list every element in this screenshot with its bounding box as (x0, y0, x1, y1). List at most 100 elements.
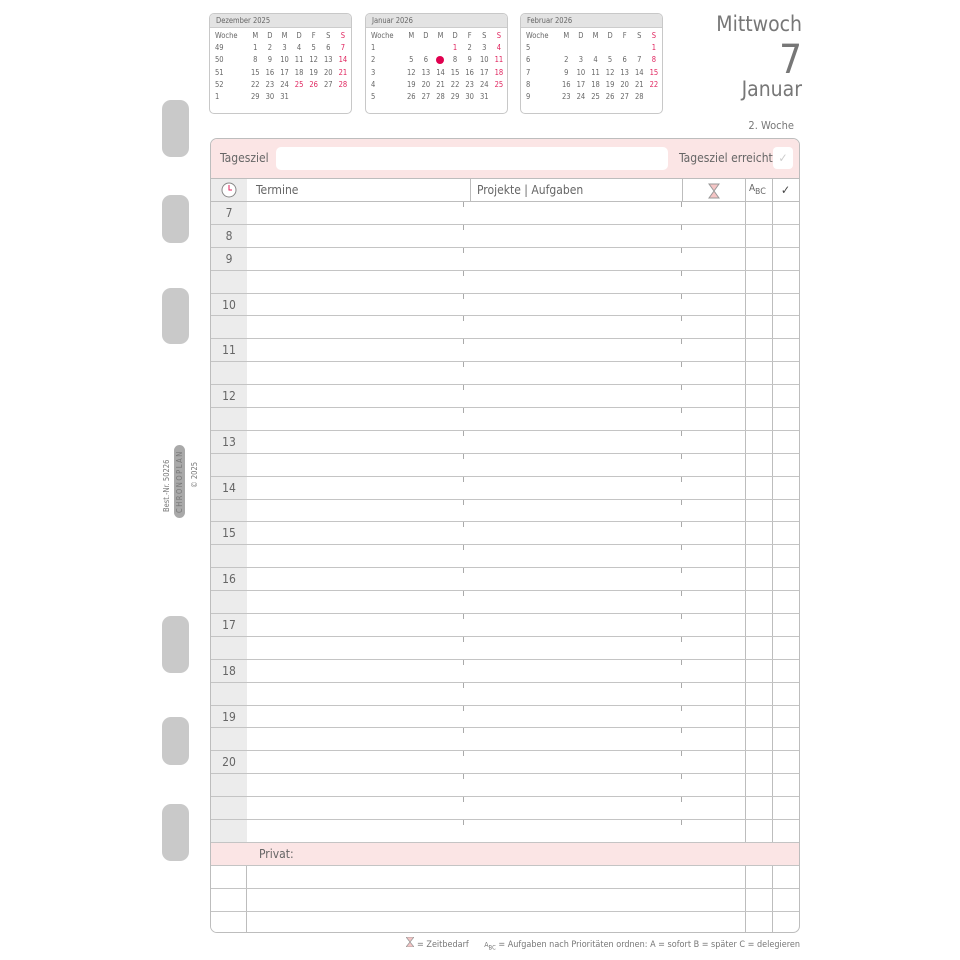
daily-goal-input[interactable] (276, 147, 668, 170)
calendar-day[interactable]: 28 (634, 92, 644, 102)
calendar-day[interactable]: 27 (620, 92, 629, 102)
hour-row[interactable] (211, 820, 799, 843)
calendar-day[interactable]: 9 (564, 67, 569, 77)
calendar-day[interactable]: 27 (421, 92, 431, 102)
calendar-day[interactable]: 5 (607, 55, 613, 65)
calendar-day[interactable]: 31 (280, 92, 289, 102)
calendar-day[interactable]: 20 (421, 79, 431, 89)
calendar-day[interactable]: 26 (605, 92, 615, 102)
calendar-day[interactable]: 13 (620, 67, 629, 77)
calendar-day[interactable]: 21 (436, 79, 445, 89)
calendar-day[interactable]: 20 (620, 79, 629, 89)
calendar-day[interactable]: 5 (409, 55, 414, 65)
calendar-day[interactable]: 11 (591, 67, 600, 77)
calendar-day[interactable]: 17 (576, 79, 586, 89)
hour-row[interactable]: 20 (211, 751, 799, 775)
calendar-day[interactable]: 1 (452, 42, 458, 52)
hour-row[interactable]: 12 (211, 385, 799, 409)
calendar-day[interactable]: 30 (465, 92, 474, 102)
hour-row[interactable]: 14 (211, 476, 799, 500)
calendar-day[interactable]: 10 (280, 55, 289, 65)
calendar-day[interactable]: 24 (479, 79, 489, 89)
calendar-day[interactable]: 6 (326, 42, 331, 52)
hour-row[interactable]: 17 (211, 614, 799, 637)
calendar-day[interactable]: 7 (340, 42, 345, 52)
hour-row[interactable] (211, 362, 799, 386)
calendar-day[interactable]: 3 (482, 42, 487, 52)
calendar-day[interactable]: 8 (452, 55, 458, 65)
calendar-day[interactable]: 14 (634, 67, 644, 77)
hour-row[interactable]: 9 (211, 247, 799, 271)
hour-row[interactable]: 13 (211, 430, 799, 454)
calendar-day[interactable]: 8 (253, 55, 258, 65)
calendar-day[interactable]: 11 (494, 55, 504, 65)
calendar-day[interactable]: 3 (578, 55, 584, 65)
calendar-day[interactable]: 24 (576, 92, 586, 102)
calendar-day[interactable]: 15 (450, 67, 460, 77)
calendar-day[interactable]: 21 (634, 79, 644, 89)
private-line[interactable] (211, 911, 799, 932)
hour-row[interactable]: 11 (211, 339, 799, 363)
calendar-day[interactable]: 21 (338, 67, 348, 77)
calendar-day[interactable]: 23 (562, 92, 571, 102)
hour-row[interactable]: 18 (211, 659, 799, 683)
hour-row[interactable]: 10 (211, 293, 799, 317)
calendar-day[interactable]: 31 (479, 92, 489, 102)
calendar-day[interactable]: 23 (265, 79, 275, 89)
calendar-day[interactable]: 22 (450, 79, 460, 89)
calendar-day[interactable]: 26 (407, 92, 416, 102)
calendar-day[interactable]: 2 (467, 42, 472, 52)
hour-row[interactable] (211, 270, 799, 294)
hour-row[interactable]: 8 (211, 224, 799, 248)
calendar-day[interactable]: 7 (637, 55, 642, 65)
hour-row[interactable] (211, 591, 799, 615)
calendar-day[interactable]: 11 (294, 55, 304, 65)
calendar-day[interactable]: 22 (251, 79, 260, 89)
calendar-day[interactable]: 15 (251, 67, 260, 77)
calendar-day[interactable]: 1 (253, 42, 258, 52)
calendar-day[interactable]: 19 (309, 67, 318, 77)
calendar-day[interactable]: 18 (494, 67, 504, 77)
calendar-day[interactable]: 26 (309, 79, 318, 89)
hour-row[interactable] (211, 797, 799, 821)
calendar-day[interactable]: 27 (323, 79, 333, 89)
hour-row[interactable] (211, 453, 799, 477)
private-line[interactable] (211, 888, 799, 912)
calendar-day[interactable]: 14 (338, 55, 348, 65)
calendar-day[interactable]: 17 (479, 67, 489, 77)
calendar-day[interactable]: 25 (294, 79, 304, 89)
calendar-day[interactable]: 18 (591, 79, 600, 89)
calendar-day[interactable]: 20 (323, 67, 333, 77)
calendar-day[interactable]: 12 (605, 67, 615, 77)
calendar-day[interactable]: 24 (280, 79, 289, 89)
hour-row[interactable] (211, 728, 799, 752)
hour-row[interactable] (211, 774, 799, 798)
calendar-day[interactable]: 12 (309, 55, 318, 65)
calendar-day[interactable]: 1 (651, 42, 656, 52)
calendar-day[interactable]: 14 (436, 67, 445, 77)
calendar-day[interactable]: 28 (436, 92, 445, 102)
calendar-day[interactable]: 16 (562, 79, 571, 89)
calendar-day[interactable]: 6 (423, 55, 429, 65)
calendar-day[interactable]: 22 (649, 79, 659, 89)
calendar-day[interactable]: 29 (450, 92, 460, 102)
calendar-day[interactable]: 18 (294, 67, 304, 77)
hour-row[interactable]: 15 (211, 522, 799, 546)
private-line[interactable] (211, 865, 799, 889)
calendar-day[interactable]: 5 (311, 42, 316, 52)
calendar-day[interactable]: 4 (496, 42, 501, 52)
calendar-day[interactable]: 6 (622, 55, 627, 65)
calendar-day[interactable]: 19 (407, 79, 416, 89)
calendar-day[interactable]: 13 (421, 67, 431, 77)
hour-row[interactable] (211, 316, 799, 340)
calendar-day[interactable]: 10 (576, 67, 586, 77)
calendar-day[interactable]: 28 (338, 79, 348, 89)
calendar-day[interactable]: 8 (651, 55, 656, 65)
calendar-day[interactable]: 10 (479, 55, 489, 65)
hour-row[interactable]: 16 (211, 568, 799, 592)
calendar-day[interactable]: 30 (265, 92, 275, 102)
calendar-day[interactable]: 25 (591, 92, 600, 102)
calendar-day[interactable]: 2 (564, 55, 569, 65)
hour-row[interactable] (211, 682, 799, 706)
calendar-day[interactable]: 15 (649, 67, 659, 77)
